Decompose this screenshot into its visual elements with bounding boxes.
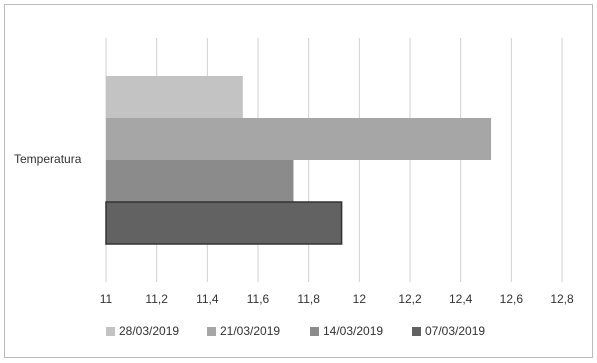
x-tick-label: 12 [353,292,367,306]
legend-swatch [207,327,216,336]
bar [106,76,243,118]
bar [106,118,492,160]
x-tick-label: 11,4 [196,292,219,306]
bar [106,160,294,202]
legend-label: 07/03/2019 [425,324,485,338]
y-tick-label: Temperatura [14,152,82,166]
x-tick-label: 12,4 [449,292,473,306]
x-tick-label: 11,6 [247,292,270,306]
legend-label: 28/03/2019 [119,324,179,338]
x-tick-label: 11 [100,292,113,306]
legend-swatch [310,327,319,336]
x-tick-label: 12,2 [398,292,422,306]
x-tick-label: 11,2 [145,292,168,306]
legend-label: 21/03/2019 [220,324,280,338]
bar [105,201,343,245]
legend-swatch [412,327,421,336]
x-tick-label: 12,6 [500,292,524,306]
legend-swatch [106,327,115,336]
x-tick-label: 12,8 [550,292,574,306]
x-tick-label: 11,8 [297,292,320,306]
legend-label: 14/03/2019 [323,324,383,338]
chart-frame [4,4,593,358]
